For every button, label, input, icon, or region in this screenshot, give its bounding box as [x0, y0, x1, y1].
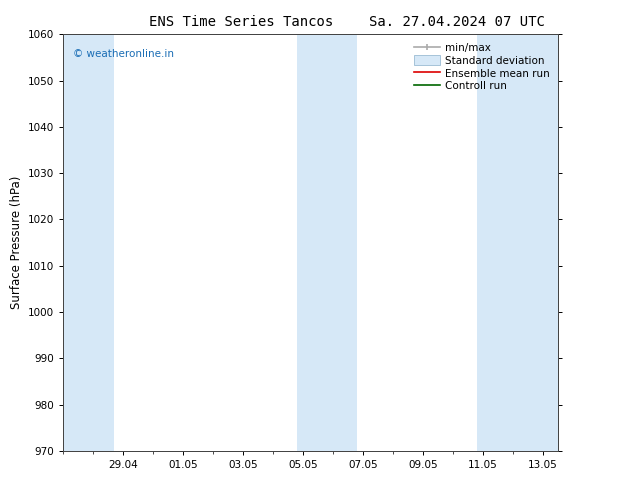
Bar	[297, 34, 357, 451]
Text: ENS Time Series Tancos: ENS Time Series Tancos	[149, 15, 333, 29]
Legend: min/max, Standard deviation, Ensemble mean run, Controll run: min/max, Standard deviation, Ensemble me…	[410, 40, 553, 95]
Y-axis label: Surface Pressure (hPa): Surface Pressure (hPa)	[10, 176, 23, 309]
Bar	[63, 34, 114, 451]
Bar	[477, 34, 537, 451]
Text: © weatheronline.in: © weatheronline.in	[74, 49, 174, 59]
Text: Sa. 27.04.2024 07 UTC: Sa. 27.04.2024 07 UTC	[368, 15, 545, 29]
Bar	[537, 34, 558, 451]
